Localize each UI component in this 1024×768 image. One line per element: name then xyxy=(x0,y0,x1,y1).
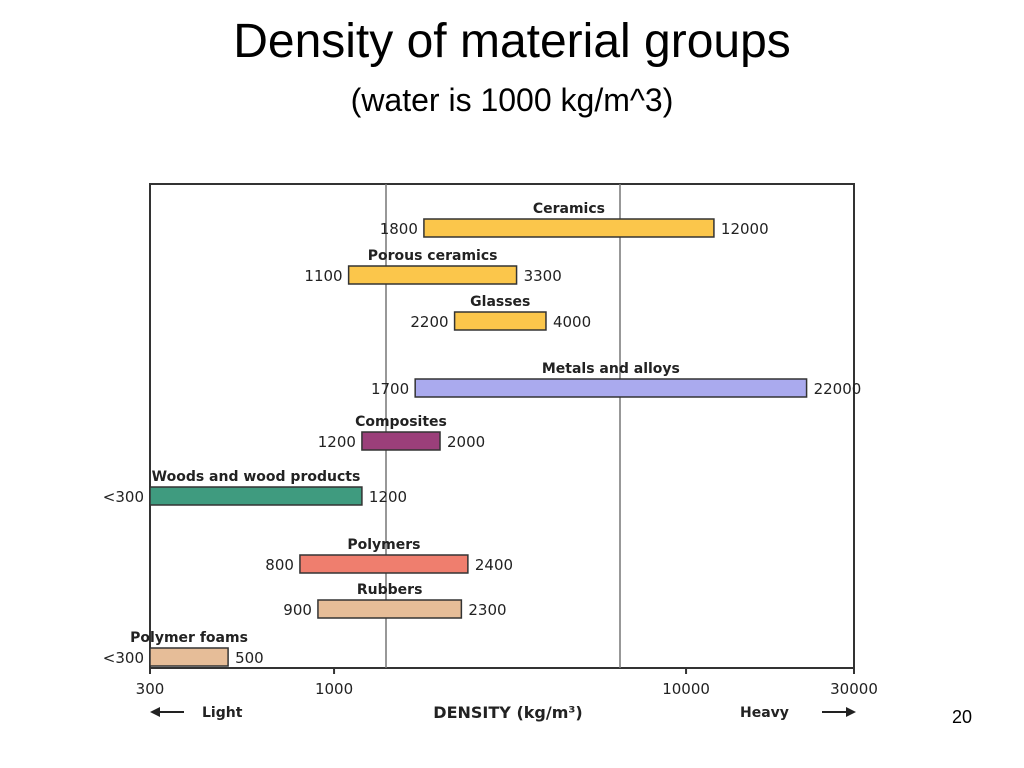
bar-max-label: 1200 xyxy=(369,488,407,506)
heavy-arrow xyxy=(822,707,856,717)
bar-name-label: Polymers xyxy=(347,537,420,553)
x-axis-title: DENSITY (kg/m³) xyxy=(433,703,582,722)
bar-glasses xyxy=(453,311,547,331)
plot-frame xyxy=(149,183,855,669)
bar-max-label: 2000 xyxy=(447,433,485,451)
bar-metals-and-alloys xyxy=(414,378,808,398)
bar-min-label: 1800 xyxy=(380,220,418,238)
light-label: Light xyxy=(202,705,243,721)
x-tick-label: 10000 xyxy=(662,680,710,698)
slide-title: Density of material groups xyxy=(233,15,791,68)
bar-max-label: 12000 xyxy=(721,220,769,238)
x-tick-label: 1000 xyxy=(315,680,353,698)
bar-name-label: Ceramics xyxy=(533,201,605,217)
bar-min-label: 2200 xyxy=(410,313,448,331)
bar-max-label: 2400 xyxy=(475,556,513,574)
bar-max-label: 3300 xyxy=(524,267,562,285)
x-ticks: 300 1000 10000 30000 xyxy=(136,668,878,698)
bar-min-label: 900 xyxy=(283,601,312,619)
bar-max-label: 2300 xyxy=(468,601,506,619)
bar-name-label: Woods and wood products xyxy=(152,469,361,485)
bar-name-label: Composites xyxy=(355,414,447,430)
slide-subtitle: (water is 1000 kg/m^3) xyxy=(350,82,674,118)
bar-rubbers xyxy=(317,599,463,619)
bar-name-label: Rubbers xyxy=(357,582,423,598)
bar-name-label: Glasses xyxy=(470,294,530,310)
bars-group: Ceramics 1800 12000 Porous ceramics 1100 3300… xyxy=(103,201,862,667)
bar-min-label: <300 xyxy=(103,649,144,667)
light-arrow xyxy=(150,707,184,717)
bar-woods-and-wood-products xyxy=(149,486,363,506)
bar-name-label: Porous ceramics xyxy=(368,248,498,264)
heavy-label: Heavy xyxy=(740,705,789,721)
bar-ceramics xyxy=(423,218,715,238)
bar-name-label: Polymer foams xyxy=(130,630,248,646)
bar-name-label: Metals and alloys xyxy=(542,361,680,377)
bar-min-label: <300 xyxy=(103,488,144,506)
bar-max-label: 500 xyxy=(235,649,264,667)
page-number: 20 xyxy=(951,707,972,727)
bar-composites xyxy=(361,431,441,451)
bar-polymer-foams xyxy=(149,647,229,667)
bar-max-label: 22000 xyxy=(814,380,862,398)
bar-porous-ceramics xyxy=(347,265,518,285)
bar-min-label: 1100 xyxy=(304,267,342,285)
bar-min-label: 800 xyxy=(265,556,294,574)
x-tick-label: 30000 xyxy=(830,680,878,698)
x-tick-label: 300 xyxy=(136,680,165,698)
bar-min-label: 1200 xyxy=(318,433,356,451)
bar-max-label: 4000 xyxy=(553,313,591,331)
bar-polymers xyxy=(299,554,469,574)
bar-min-label: 1700 xyxy=(371,380,409,398)
